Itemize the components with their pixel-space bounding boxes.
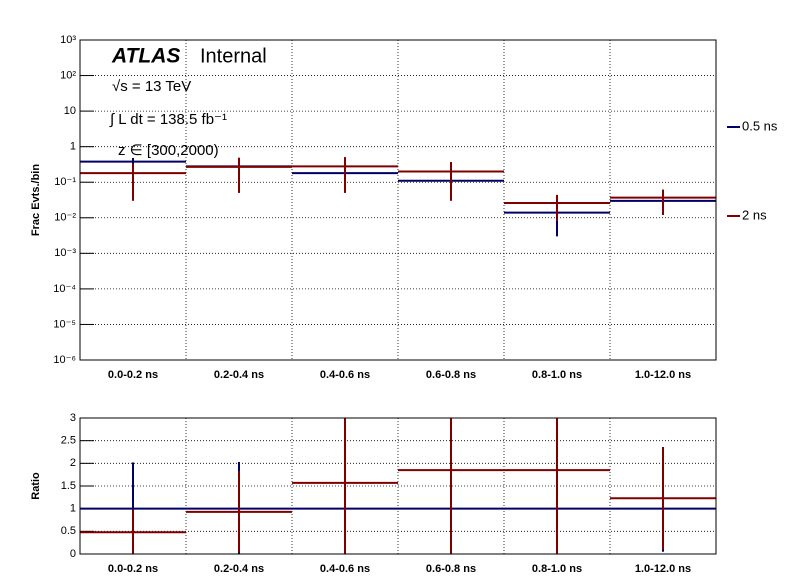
y-axis-label: Frac Evts./bin xyxy=(30,164,42,236)
x-tick-label: 0.8-1.0 ns xyxy=(532,369,582,381)
selection-label: z ∈ [300,2000) xyxy=(118,142,219,159)
status-label: Internal xyxy=(200,45,267,67)
y-tick-label: 10⁻⁶ xyxy=(53,354,76,366)
y-tick-label: 0 xyxy=(70,548,76,560)
x-tick-label: 0.2-0.4 ns xyxy=(214,563,264,572)
x-tick-label: 0.0-0.2 ns xyxy=(108,563,158,572)
y-tick-label: 10⁻³ xyxy=(54,247,76,259)
y-tick-label: 0.5 xyxy=(61,525,76,537)
y-tick-label: 10⁻² xyxy=(54,212,76,224)
y-tick-label: 10⁻⁴ xyxy=(53,283,76,295)
plot-area xyxy=(80,418,716,554)
y-tick-label: 10⁻¹ xyxy=(54,176,76,188)
x-tick-label: 0.4-0.6 ns xyxy=(320,369,370,381)
y-tick-label: 10² xyxy=(60,69,76,81)
x-tick-label: 0.4-0.6 ns xyxy=(320,563,370,572)
y-tick-label: 1 xyxy=(70,141,76,153)
x-tick-label: 1.0-12.0 ns xyxy=(635,369,691,381)
y-tick-label: 10⁻⁵ xyxy=(53,318,76,330)
plot-frame xyxy=(79,39,717,361)
x-tick-label: 0.6-0.8 ns xyxy=(426,369,476,381)
energy-label: √s = 13 TeV xyxy=(112,78,191,95)
legend-label: 0.5 ns xyxy=(742,118,778,133)
x-tick-label: 0.2-0.4 ns xyxy=(214,369,264,381)
legend-label: 2 ns xyxy=(742,207,767,222)
plot-area xyxy=(80,157,716,237)
plot-frame xyxy=(79,417,717,555)
y-tick-label: 10 xyxy=(64,105,76,117)
x-tick-label: 0.6-0.8 ns xyxy=(426,563,476,572)
y-tick-label: 2.5 xyxy=(61,435,76,447)
x-tick-label: 0.8-1.0 ns xyxy=(532,563,582,572)
y-tick-label: 1.5 xyxy=(61,480,76,492)
lumi-label: ∫ L dt = 138.5 fb⁻¹ xyxy=(109,111,227,128)
y-tick-label: 10³ xyxy=(60,34,76,46)
y-axis-label: Ratio xyxy=(30,472,42,500)
x-tick-label: 1.0-12.0 ns xyxy=(635,563,691,572)
y-tick-label: 2 xyxy=(70,457,76,469)
y-tick-label: 3 xyxy=(70,412,76,424)
y-tick-label: 1 xyxy=(70,503,76,515)
x-tick-label: 0.0-0.2 ns xyxy=(108,369,158,381)
experiment-label: ATLAS xyxy=(111,45,180,68)
